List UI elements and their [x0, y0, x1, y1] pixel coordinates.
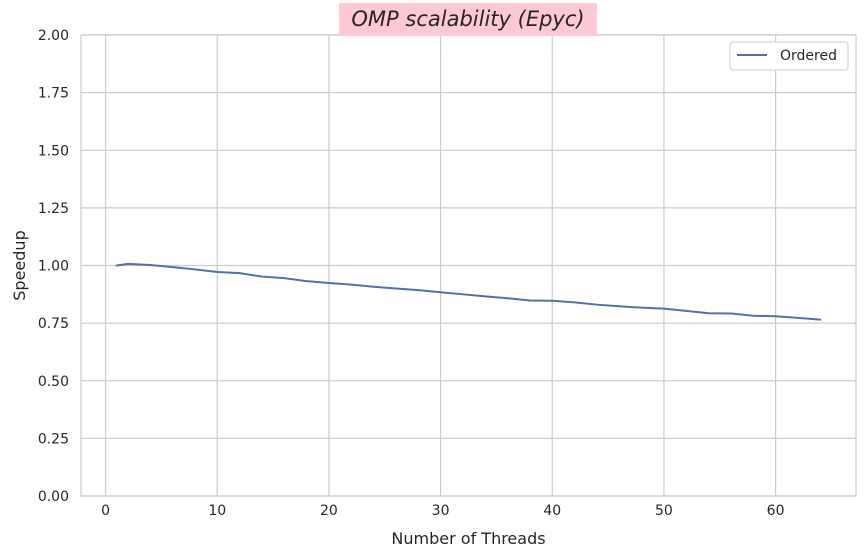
chart-title-background: [339, 3, 597, 36]
x-tick-label: 20: [320, 503, 338, 519]
y-tick-label: 0.25: [38, 431, 69, 447]
y-tick-label: 0.50: [38, 374, 69, 390]
y-tick-label: 1.00: [38, 259, 69, 275]
x-tick-label: 50: [655, 503, 673, 519]
chart-title: OMP scalability (Epyc): [351, 7, 584, 31]
x-tick-label: 10: [208, 503, 226, 519]
y-axis-ticks: 0.00 0.25 0.50 0.75 1.00 1.25 1.50 1.75 2.00: [38, 28, 69, 505]
y-tick-label: 2.00: [38, 28, 69, 44]
y-tick-label: 0.00: [38, 489, 69, 505]
x-tick-label: 30: [432, 503, 450, 519]
y-tick-label: 1.75: [38, 86, 69, 102]
x-tick-label: 0: [101, 503, 110, 519]
legend-label-ordered: Ordered: [780, 48, 837, 64]
y-tick-label: 1.50: [38, 143, 69, 159]
x-tick-label: 60: [767, 503, 785, 519]
y-tick-label: 0.75: [38, 316, 69, 332]
x-tick-label: 40: [543, 503, 561, 519]
series-layer: [115, 262, 822, 321]
y-axis-label: Speedup: [10, 230, 29, 300]
series-line-ordered: [115, 262, 822, 321]
x-axis-ticks: 0 10 20 30 40 50 60: [101, 503, 784, 519]
y-tick-label: 1.25: [38, 201, 69, 217]
legend: Ordered: [729, 41, 849, 71]
legend-box: [729, 41, 849, 71]
chart-title-group: OMP scalability (Epyc): [339, 3, 597, 36]
x-axis-label: Number of Threads: [391, 529, 545, 548]
grid-lines: [81, 34, 856, 497]
